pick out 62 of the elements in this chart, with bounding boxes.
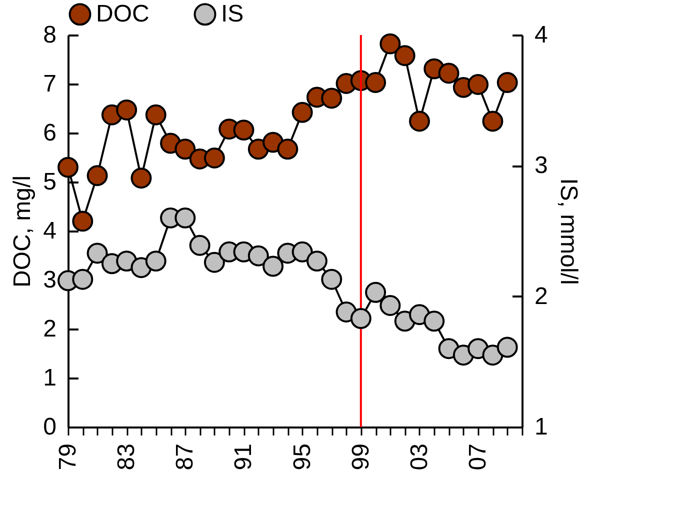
x-tick-label: 83 — [113, 444, 140, 470]
point — [116, 100, 138, 120]
y-tick-label: 6 — [43, 120, 56, 146]
x-tick-label: 03 — [406, 444, 433, 470]
point — [482, 344, 504, 366]
x-tick-label: 87 — [172, 444, 199, 470]
point — [145, 104, 166, 126]
point — [86, 242, 108, 264]
y-tick-label: 2 — [43, 316, 56, 342]
y-axis-title: DOC, mg/l — [9, 175, 36, 288]
y-tick-label: 3 — [43, 266, 56, 294]
point — [262, 256, 284, 277]
y-tick-label: 1 — [43, 364, 56, 392]
x-tick-label: 79 — [54, 444, 82, 470]
point — [321, 88, 342, 109]
point — [424, 310, 445, 332]
point — [365, 72, 386, 93]
point — [306, 250, 328, 272]
point — [350, 308, 372, 330]
point — [438, 62, 460, 84]
y2-tick-label: 4 — [534, 22, 548, 48]
point — [72, 210, 94, 232]
point — [233, 120, 254, 141]
point — [189, 234, 210, 256]
point — [204, 148, 225, 168]
point — [86, 165, 108, 186]
point — [496, 72, 518, 93]
point — [292, 102, 313, 123]
point — [496, 336, 518, 358]
point — [130, 168, 152, 189]
y-tick-label: 4 — [43, 218, 56, 244]
y-tick-label: 0 — [43, 414, 56, 440]
y-tick-label: 8 — [43, 22, 56, 48]
legend-label: DOC — [96, 0, 150, 28]
point — [468, 74, 489, 95]
point — [248, 245, 269, 266]
point — [380, 33, 401, 54]
y2-tick-label: 3 — [534, 152, 548, 180]
point — [380, 295, 401, 316]
point — [277, 138, 298, 160]
y2-axis-title: IS, mmol/l — [554, 178, 582, 285]
point — [204, 252, 225, 273]
point — [394, 45, 416, 66]
y-tick-label: 7 — [43, 70, 56, 98]
y2-tick-label: 1 — [534, 414, 548, 440]
point — [482, 110, 504, 132]
y-tick-label: 5 — [43, 168, 56, 196]
point — [58, 156, 78, 178]
point — [72, 268, 94, 290]
point — [408, 110, 430, 132]
x-tick-label: 95 — [288, 444, 316, 470]
legend-label: IS — [221, 0, 244, 28]
point — [174, 138, 196, 160]
y2-tick-label: 2 — [534, 282, 548, 310]
x-tick-label: 07 — [464, 444, 492, 470]
point — [174, 207, 196, 228]
point — [292, 241, 313, 262]
point — [321, 268, 342, 290]
point — [365, 282, 386, 303]
x-tick-label: 91 — [230, 444, 258, 470]
x-tick-label: 99 — [347, 444, 374, 470]
point — [145, 250, 166, 272]
